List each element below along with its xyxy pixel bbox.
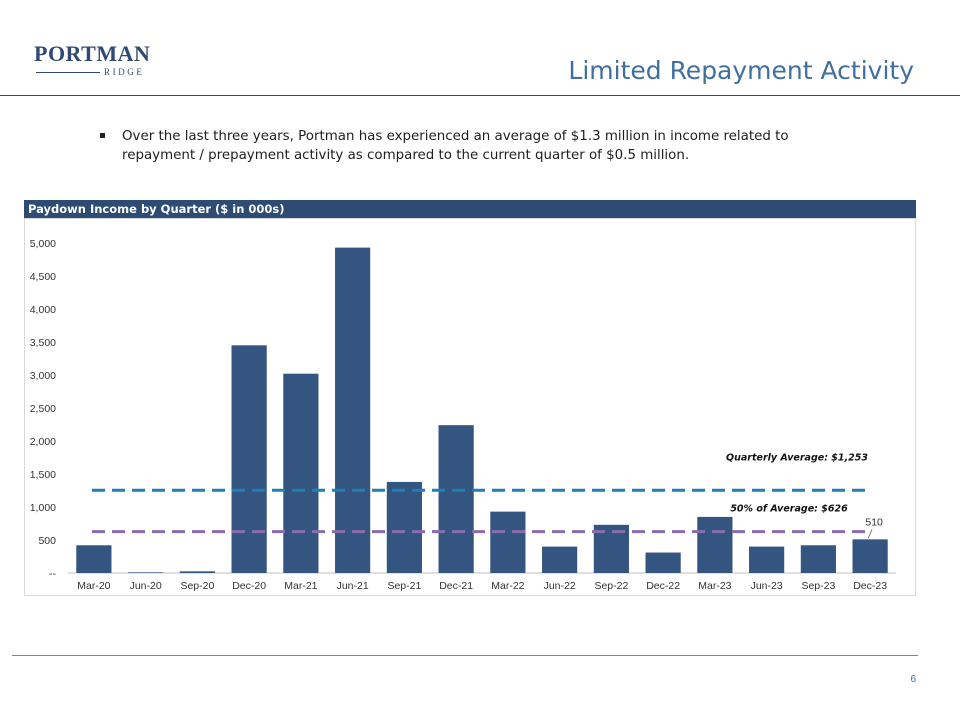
- bar: [231, 345, 267, 573]
- y-tick-label: --: [49, 568, 56, 580]
- bar: [335, 247, 371, 573]
- bar: [179, 571, 215, 573]
- page-number: 6: [910, 674, 916, 685]
- bar: [128, 572, 164, 573]
- logo-rule: [36, 72, 100, 73]
- bar: [542, 546, 578, 573]
- reference-line-label: Quarterly Average: $1,253: [726, 452, 868, 463]
- chart-title: Paydown Income by Quarter ($ in 000s): [28, 202, 285, 216]
- x-tick-label: Sep-21: [387, 580, 421, 592]
- bullet-square-icon: [100, 133, 105, 138]
- y-tick-label: 5,000: [30, 238, 56, 250]
- data-label-leader-line: [867, 529, 873, 539]
- y-tick-label: 4,000: [30, 304, 56, 316]
- x-tick-label: Mar-23: [698, 580, 731, 592]
- x-tick-label: Sep-20: [180, 580, 214, 592]
- bullet-text: Over the last three years, Portman has e…: [122, 129, 789, 163]
- portman-ridge-logo: PORTMAN RIDGE: [34, 42, 150, 82]
- logo-wordmark: PORTMAN: [34, 41, 151, 66]
- x-tick-label: Jun-21: [337, 580, 369, 592]
- bar: [386, 481, 422, 573]
- chart-header-bar: Paydown Income by Quarter ($ in 000s): [24, 200, 916, 218]
- x-tick-label: Dec-21: [439, 580, 473, 592]
- x-tick-label: Sep-23: [801, 580, 835, 592]
- x-tick-label: Dec-20: [232, 580, 266, 592]
- x-tick-label: Mar-22: [491, 580, 524, 592]
- y-tick-label: 1,500: [30, 469, 56, 481]
- bar: [645, 552, 681, 573]
- logo-subtext: RIDGE: [104, 67, 145, 77]
- page-title: Limited Repayment Activity: [568, 56, 914, 85]
- x-tick-label: Sep-22: [594, 580, 628, 592]
- bar: [800, 545, 836, 573]
- bar: [283, 373, 319, 573]
- y-tick-label: 500: [38, 535, 56, 547]
- bar: [490, 511, 526, 573]
- bar: [749, 546, 785, 573]
- y-tick-label: 2,500: [30, 403, 56, 415]
- y-tick-label: 1,000: [30, 502, 56, 514]
- x-tick-label: Mar-21: [284, 580, 317, 592]
- bar: [76, 545, 112, 573]
- title-divider: [0, 95, 960, 96]
- x-tick-label: Dec-22: [646, 580, 680, 592]
- data-label: 510: [865, 516, 883, 528]
- footer-divider: [12, 655, 918, 656]
- reference-line-label: 50% of Average: $626: [730, 504, 848, 515]
- y-tick-label: 3,500: [30, 337, 56, 349]
- y-tick-label: 4,500: [30, 271, 56, 283]
- y-tick-label: 2,000: [30, 436, 56, 448]
- x-tick-label: Jun-20: [130, 580, 162, 592]
- bar: [852, 539, 888, 573]
- x-tick-label: Dec-23: [853, 580, 887, 592]
- x-tick-label: Jun-23: [751, 580, 783, 592]
- y-tick-label: 3,000: [30, 370, 56, 382]
- bar: [697, 516, 733, 573]
- x-tick-label: Mar-20: [77, 580, 110, 592]
- x-tick-label: Jun-22: [544, 580, 576, 592]
- bar: [438, 425, 474, 573]
